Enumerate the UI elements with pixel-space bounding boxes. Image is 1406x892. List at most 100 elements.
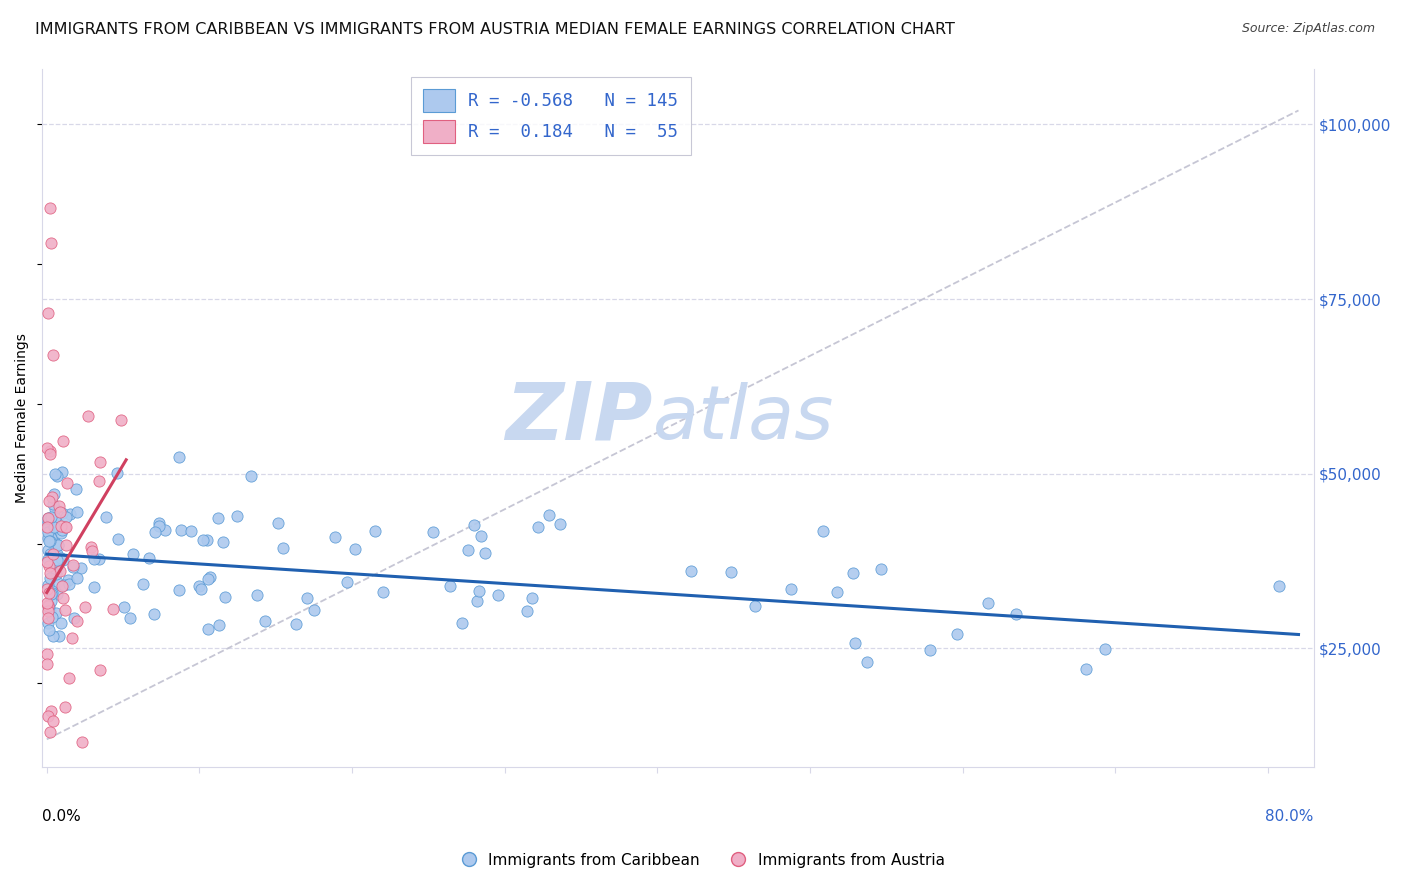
Text: atlas: atlas [652,382,834,454]
Point [46,508,69,522]
Point [439,579,461,593]
Point [200,570,222,584]
Point [62,560,84,574]
Point [48,629,70,643]
Point [38,566,60,580]
Text: Source: ZipAtlas.com: Source: ZipAtlas.com [1241,22,1375,36]
Point [37,510,59,524]
Text: 80.0%: 80.0% [1265,809,1313,824]
Point [197,622,219,636]
Point [44,467,66,481]
Point [46,538,69,552]
Point [37,596,59,610]
Point [37,604,59,618]
Point [138,551,160,566]
Point [122,547,145,561]
Point [37,514,59,528]
Point [39,447,62,461]
Point [245,588,267,602]
Point [41,585,63,599]
Text: ZIP: ZIP [505,379,652,457]
Point [62,558,84,572]
Point [474,546,496,560]
Point [37,521,59,535]
Point [51,579,73,593]
Point [918,643,941,657]
Point [58,576,80,591]
Point [39,571,62,585]
Point [37,552,59,566]
Point [37,306,59,320]
Point [470,529,492,543]
Point [56,476,79,491]
Point [197,533,219,548]
Point [87,474,110,488]
Point [44,511,66,525]
Point [38,551,60,566]
Point [842,566,865,580]
Point [38,533,60,548]
Point [180,524,202,538]
Point [42,520,65,534]
Point [538,508,561,522]
Point [155,523,177,537]
Point [825,584,848,599]
Point [254,614,277,628]
Point [38,585,60,599]
Point [37,578,59,592]
Point [41,544,63,558]
Point [38,725,60,739]
Point [46,575,69,590]
Point [41,704,63,718]
Point [52,578,75,592]
Point [45,552,67,566]
Point [52,591,75,606]
Point [191,533,214,547]
Point [51,506,73,520]
Point [267,516,290,530]
Point [118,611,141,625]
Point [870,562,893,576]
Point [148,516,170,530]
Point [214,591,236,605]
Point [55,700,77,714]
Point [37,520,59,534]
Point [39,604,62,618]
Point [37,599,59,613]
Point [46,558,69,573]
Point [211,535,233,549]
Point [39,594,62,608]
Point [42,348,65,362]
Point [323,530,346,544]
Point [167,450,190,465]
Point [52,553,75,567]
Point [37,647,59,661]
Point [371,584,394,599]
Point [56,573,79,587]
Point [55,520,77,534]
Point [41,510,63,524]
Point [42,714,65,728]
Point [46,587,69,601]
Point [45,469,67,483]
Point [83,552,105,566]
Point [37,615,59,630]
Point [37,442,59,456]
Point [72,735,94,749]
Point [302,603,325,617]
Point [364,524,387,538]
Point [37,582,59,596]
Point [295,591,318,605]
Point [167,582,190,597]
Point [89,455,111,469]
Point [60,631,83,645]
Point [38,493,60,508]
Point [1094,641,1116,656]
Point [49,616,72,631]
Point [46,521,69,535]
Point [681,564,703,578]
Point [457,543,479,558]
Point [39,547,62,561]
Point [856,655,879,669]
Point [75,599,97,614]
